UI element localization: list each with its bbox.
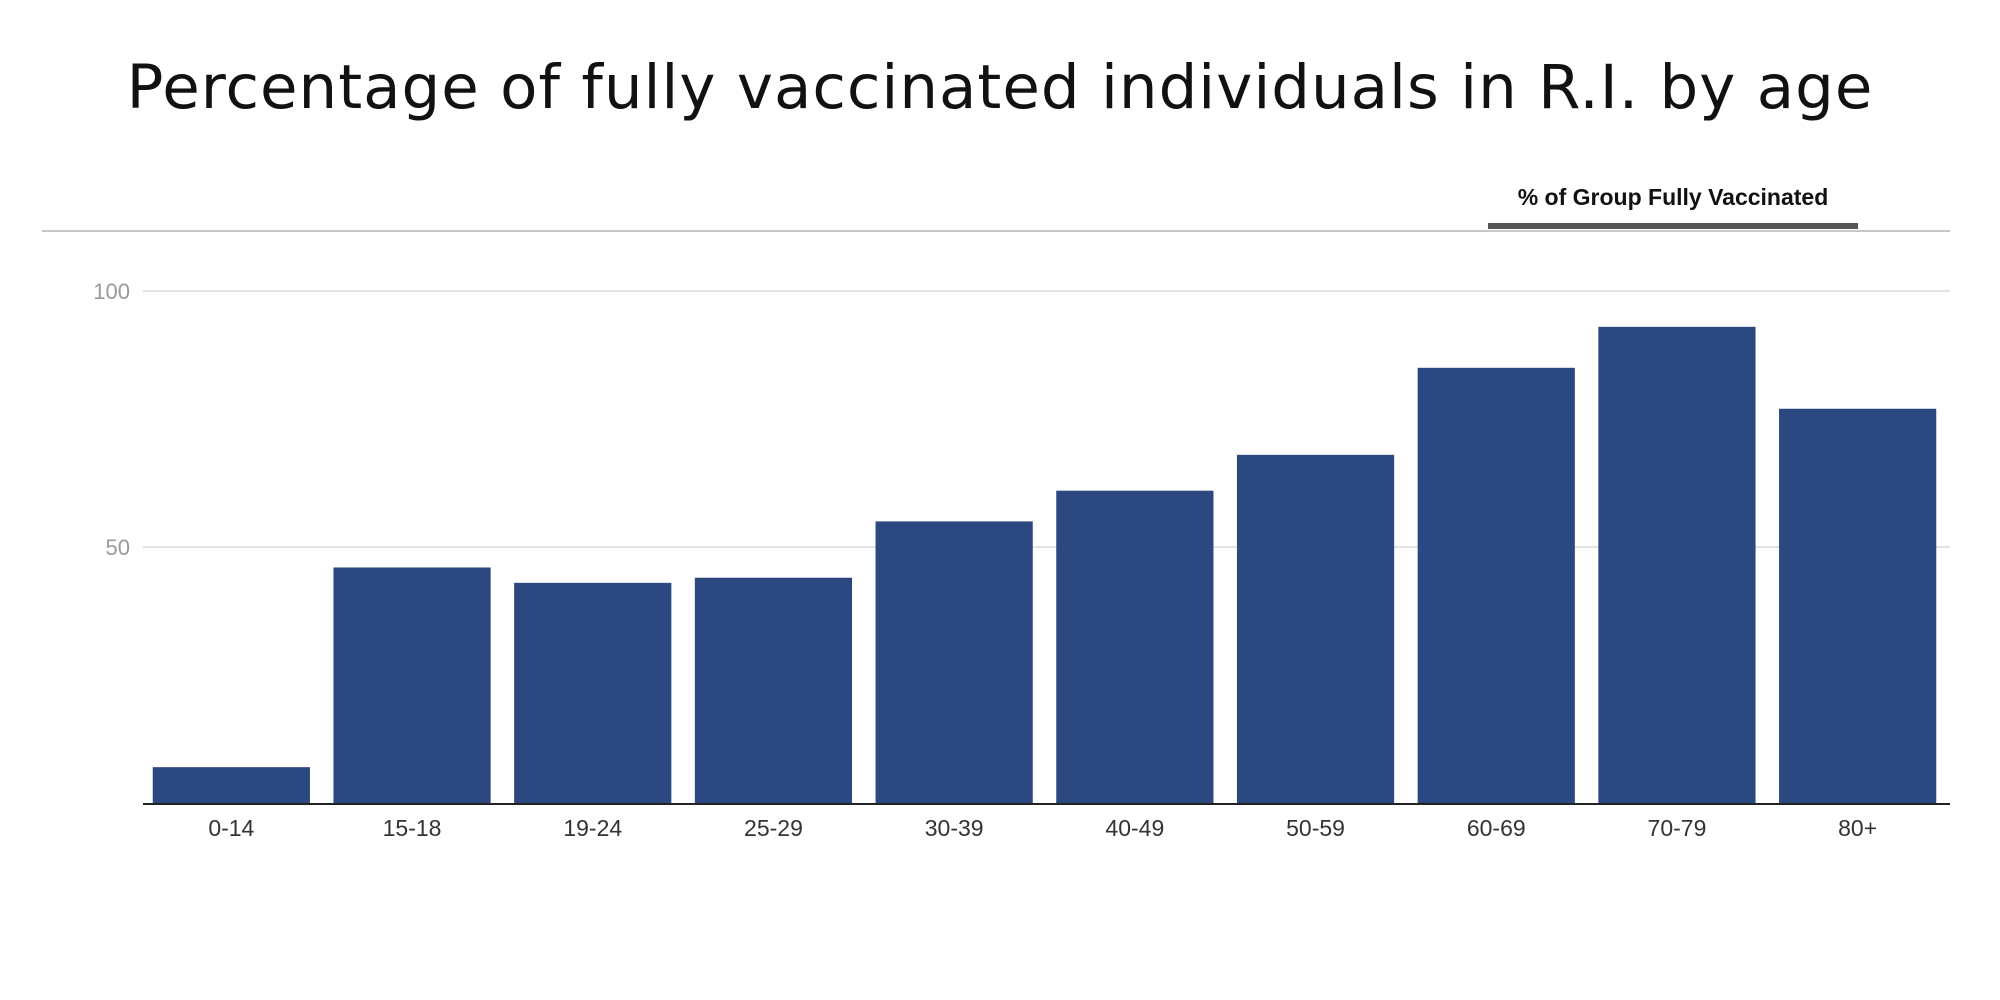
- legend-tab[interactable]: % of Group Fully Vaccinated: [1517, 184, 1829, 210]
- x-tick-label: 40-49: [1105, 815, 1164, 841]
- x-tick-label: 19-24: [563, 815, 622, 841]
- x-tick-label: 0-14: [208, 815, 254, 841]
- x-tick-label: 25-29: [744, 815, 803, 841]
- x-tick-label: 15-18: [383, 815, 442, 841]
- bar-15-18: [333, 567, 491, 803]
- header-divider: [42, 230, 1950, 232]
- y-tick-label: 100: [93, 279, 130, 304]
- bar-30-39: [875, 521, 1033, 803]
- bar-0-14: [152, 767, 310, 803]
- bar-50-59: [1236, 454, 1395, 803]
- bar-40-49: [1056, 490, 1214, 803]
- bar-25-29: [694, 577, 853, 803]
- x-tick-label: 50-59: [1286, 815, 1345, 841]
- legend-tab-underline: [1488, 223, 1858, 229]
- bar-80+: [1779, 408, 1937, 803]
- x-tick-label: 70-79: [1648, 815, 1707, 841]
- y-tick-label: 50: [106, 535, 130, 560]
- x-tick-label: 80+: [1838, 815, 1877, 841]
- bar-70-79: [1598, 326, 1756, 803]
- x-tick-label: 30-39: [925, 815, 984, 841]
- bar-60-69: [1417, 367, 1575, 803]
- x-tick-label: 60-69: [1467, 815, 1526, 841]
- bar-19-24: [514, 582, 672, 803]
- chart-title: Percentage of fully vaccinated individua…: [126, 52, 1874, 123]
